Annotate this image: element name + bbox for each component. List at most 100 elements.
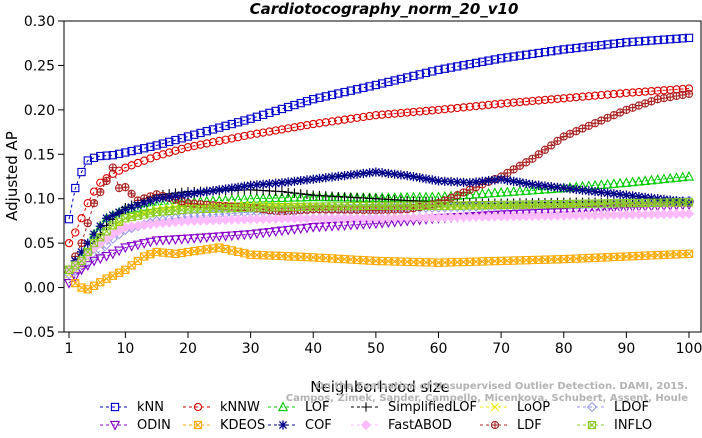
x-axis-title: Neighborhood size [310, 378, 449, 396]
data-point [352, 85, 362, 94]
data-point [453, 103, 462, 113]
data-point [503, 168, 512, 178]
data-point [602, 178, 613, 189]
data-point [534, 150, 543, 159]
data-point [684, 89, 694, 99]
data-point [459, 61, 468, 70]
data-point [528, 96, 537, 106]
data-point [403, 108, 412, 117]
data-point [672, 34, 681, 43]
data-point [132, 240, 143, 251]
legend-marker [360, 419, 372, 431]
data-point [478, 101, 487, 110]
data-point [289, 225, 300, 235]
legend-marker [277, 401, 289, 412]
data-point [658, 173, 670, 184]
data-point [63, 278, 75, 289]
data-point [333, 171, 343, 181]
data-point [146, 142, 155, 151]
x-tick-label: 60 [430, 341, 448, 357]
data-point [202, 187, 212, 197]
data-point [114, 149, 124, 158]
data-point [177, 190, 187, 200]
data-point [590, 41, 600, 51]
series-kNN [64, 33, 694, 224]
y-tick-label: −0.05 [12, 325, 55, 341]
data-point [653, 35, 662, 45]
legend-label: LDOF [614, 400, 649, 415]
legend-marker [361, 402, 371, 412]
data-point [503, 98, 512, 108]
data-point [101, 213, 112, 223]
data-point [295, 224, 306, 235]
data-point [553, 94, 562, 103]
data-point [245, 230, 256, 240]
data-point [102, 176, 111, 186]
data-point [615, 89, 625, 98]
data-point [284, 102, 293, 112]
data-point [308, 222, 319, 233]
data-point [83, 219, 92, 228]
data-point [226, 231, 237, 242]
data-point [433, 176, 444, 186]
data-point [483, 187, 494, 198]
data-point [577, 185, 588, 195]
data-point [572, 93, 581, 102]
data-point [603, 40, 612, 49]
data-point [258, 192, 269, 203]
data-point [421, 174, 431, 184]
data-point [634, 101, 644, 110]
data-point [677, 171, 688, 182]
x-tick-label: 40 [304, 341, 322, 357]
y-tick-label: 0.25 [24, 58, 55, 74]
data-point [440, 64, 449, 73]
data-point [165, 148, 174, 157]
data-point [233, 182, 243, 192]
data-point [522, 50, 531, 59]
data-point [88, 256, 100, 267]
data-point [113, 246, 125, 257]
data-point [578, 92, 587, 101]
data-point [346, 86, 355, 95]
data-point [240, 131, 249, 141]
data-point [553, 46, 562, 55]
series-KDEOS [64, 243, 694, 294]
legend-label: INFLO [614, 418, 652, 433]
data-point [101, 252, 112, 262]
data-point [158, 150, 168, 159]
data-point [628, 103, 637, 112]
data-point [121, 183, 130, 192]
data-point [126, 242, 137, 252]
data-point [547, 95, 556, 104]
data-point [165, 137, 174, 146]
data-point [396, 74, 406, 84]
data-point [358, 168, 368, 179]
data-point [202, 127, 211, 136]
data-point [252, 129, 262, 138]
data-point [334, 116, 343, 125]
data-point [264, 192, 275, 203]
data-point [96, 187, 105, 197]
data-point [221, 135, 230, 144]
legend: kNN kNNW LOF SimplifiedLOF LoOP LDOF ODIN KDEOS… [100, 400, 652, 433]
data-point [251, 229, 262, 240]
data-point [509, 165, 518, 174]
data-point [609, 89, 618, 99]
legend-item-FastABOD: FastABOD [351, 418, 452, 433]
data-point [659, 86, 669, 95]
legend-item-LOF: LOF [268, 400, 330, 415]
data-point [321, 173, 331, 183]
data-point [196, 128, 205, 138]
data-point [471, 58, 481, 68]
data-point [465, 59, 474, 69]
data-point [371, 111, 381, 120]
legend-label: ODIN [137, 418, 171, 433]
x-tick-label: 100 [676, 341, 702, 357]
data-point [628, 37, 637, 47]
data-point [77, 214, 86, 223]
legend-marker [491, 403, 499, 411]
data-point [365, 82, 374, 91]
data-point [240, 116, 249, 125]
data-point [622, 105, 631, 114]
data-point [377, 79, 387, 88]
